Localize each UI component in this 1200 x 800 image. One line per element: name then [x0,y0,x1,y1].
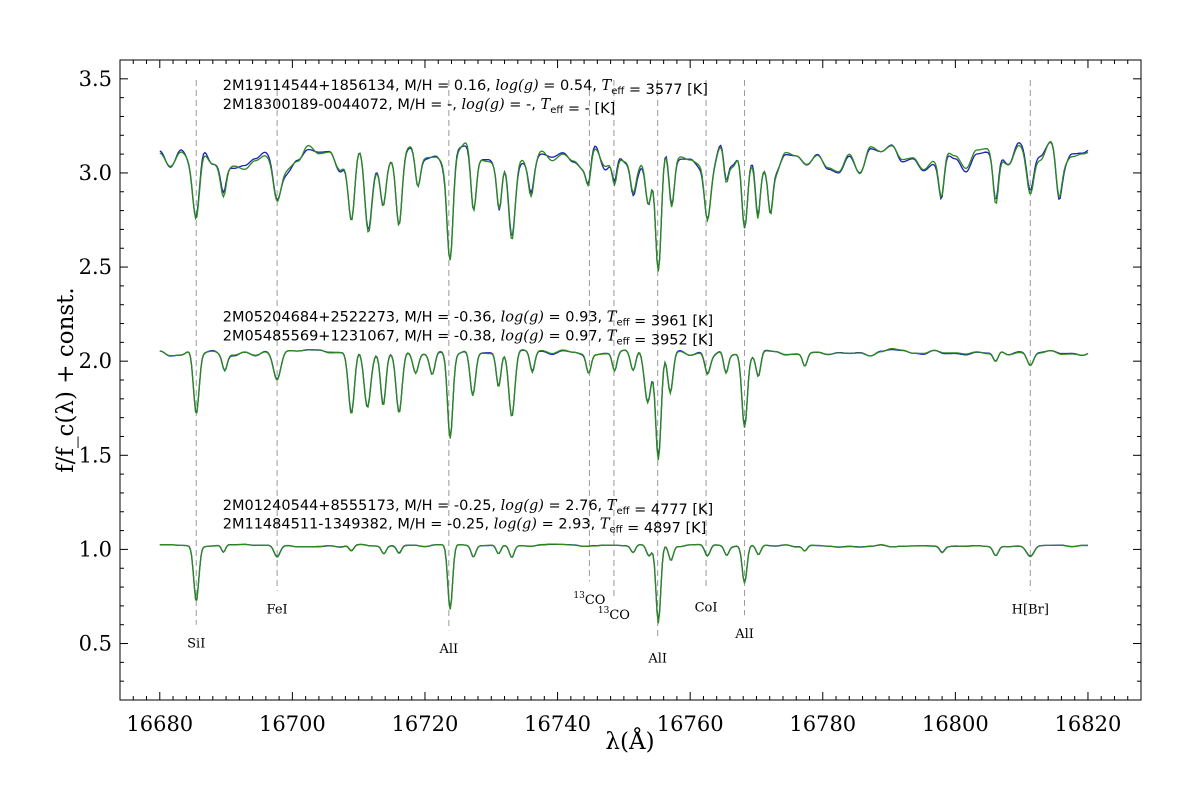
y-tick-label-5: 3.0 [79,161,112,185]
x-tick-label-7: 16820 [1055,712,1122,736]
y-tick-label-6: 3.5 [79,67,112,91]
line-marker-label-6: CoI [695,601,718,616]
y-axis-title: f/f_c(λ) + const. [53,287,79,472]
line-marker-label-3: 13CO [573,591,605,608]
star-annotation-0: 2M19114544+1856134, M/H = 0.16, log(g) =… [223,78,708,98]
star-annotation-3: 2M05485569+1231067, M/H = -0.38, log(g) … [223,328,713,348]
x-tick-label-1: 16700 [259,712,326,736]
x-tick-label-0: 16680 [126,712,193,736]
x-tick-label-6: 16800 [922,712,989,736]
line-marker-label-7: AlI [734,627,754,642]
x-axis-title: λ(Å) [605,727,654,755]
star-annotation-2: 2M05204684+2522273, M/H = -0.36, log(g) … [223,310,713,330]
y-tick-label-2: 1.5 [79,443,112,467]
line-marker-label-4: 13CO [598,606,630,623]
spectra-series [159,140,1089,624]
spectrum-2-star_b [159,543,1088,624]
line-marker-label-2: AlI [438,642,458,657]
x-tick-label-5: 16780 [789,712,856,736]
star-annotations: 2M19114544+1856134, M/H = 0.16, log(g) =… [223,78,713,537]
line-marker-label-0: SiI [187,636,205,651]
spectrum-0-star_b [159,140,1089,272]
spectrum-1-star_a [159,348,1089,458]
star-annotation-1: 2M18300189-0044072, M/H = -, log(g) = -,… [223,97,616,117]
line-marker-label-8: H[Br] [1012,602,1049,617]
y-tick-label-3: 2.0 [79,349,112,373]
star-annotation-4: 2M01240544+8555173, M/H = -0.25, log(g) … [223,498,713,518]
spectrum-1-star_b [159,348,1089,461]
line-marker-label-1: FeI [267,602,288,617]
star-annotation-5: 2M11484511-1349382, M/H = -0.25, log(g) … [223,517,707,537]
x-tick-label-4: 16760 [657,712,724,736]
x-tick-label-3: 16740 [524,712,591,736]
line-marker-label-5: AlI [647,651,667,666]
y-tick-label-0: 0.5 [79,632,112,656]
y-tick-label-1: 1.0 [79,537,112,561]
axis-ticks: 16680 16700 16720 16740 16760 16780 16800 16820… [79,60,1142,736]
x-tick-label-2: 16720 [392,712,459,736]
y-tick-label-4: 2.5 [79,255,112,279]
